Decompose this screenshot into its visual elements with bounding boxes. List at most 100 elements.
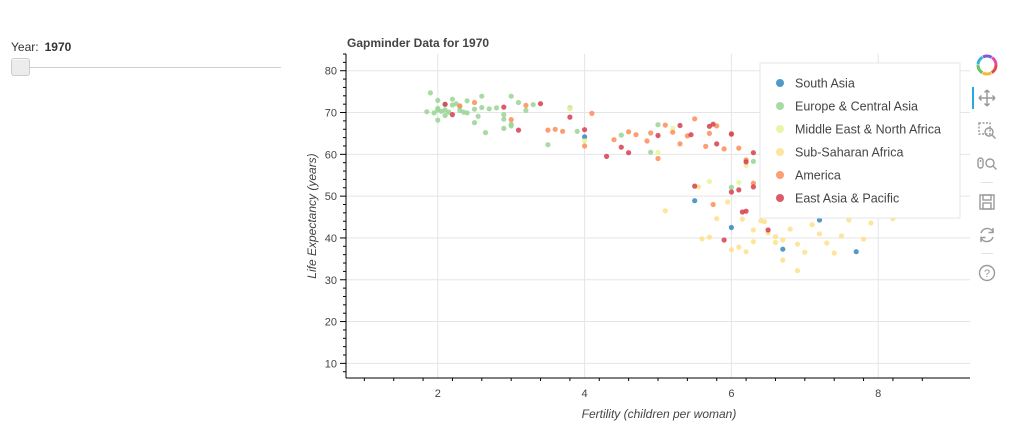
data-point bbox=[424, 109, 430, 115]
data-point bbox=[464, 98, 470, 104]
data-point bbox=[725, 199, 731, 205]
year-slider[interactable] bbox=[11, 56, 281, 78]
data-point bbox=[710, 201, 716, 208]
box-zoom-icon[interactable] bbox=[972, 116, 1002, 146]
data-point bbox=[736, 145, 742, 151]
data-point bbox=[515, 127, 522, 133]
help-icon[interactable]: ? bbox=[972, 258, 1002, 288]
data-point bbox=[780, 246, 786, 252]
data-point bbox=[809, 222, 815, 228]
data-point bbox=[736, 187, 742, 193]
data-point bbox=[853, 249, 859, 255]
data-point bbox=[431, 110, 437, 116]
plot-axes: 2 4 6 8 10 20 30 40 50 60 70 80 bbox=[325, 53, 970, 400]
data-point bbox=[750, 239, 757, 245]
data-point bbox=[530, 102, 536, 108]
data-point bbox=[662, 122, 668, 128]
data-point bbox=[743, 159, 749, 165]
data-point bbox=[475, 113, 481, 119]
data-point bbox=[486, 106, 492, 112]
data-point bbox=[471, 99, 478, 106]
legend-marker bbox=[776, 194, 784, 202]
data-point bbox=[479, 93, 485, 99]
data-point bbox=[802, 249, 808, 255]
data-point bbox=[677, 141, 683, 147]
y-tick-label: 60 bbox=[325, 149, 337, 161]
slider-handle[interactable] bbox=[11, 58, 30, 76]
data-point bbox=[471, 120, 478, 126]
data-point bbox=[626, 129, 632, 135]
data-point bbox=[604, 153, 610, 159]
data-point bbox=[714, 141, 720, 147]
x-tick-label: 8 bbox=[875, 388, 881, 400]
data-point bbox=[648, 149, 654, 155]
data-point bbox=[794, 241, 801, 247]
legend-marker bbox=[776, 125, 784, 133]
data-point bbox=[831, 250, 837, 256]
data-point bbox=[868, 220, 874, 226]
data-point bbox=[501, 112, 507, 118]
data-point bbox=[736, 179, 742, 185]
data-point bbox=[739, 209, 746, 215]
data-point bbox=[560, 128, 566, 134]
data-point bbox=[493, 105, 500, 111]
data-point bbox=[780, 257, 786, 263]
data-point bbox=[545, 142, 551, 148]
data-point bbox=[710, 121, 716, 127]
data-point bbox=[736, 244, 742, 250]
svg-text:?: ? bbox=[984, 268, 990, 280]
data-point bbox=[442, 112, 448, 119]
data-point bbox=[787, 226, 793, 232]
legend-label: America bbox=[795, 169, 841, 183]
data-point bbox=[780, 237, 786, 243]
plot-grid bbox=[346, 54, 970, 378]
data-point bbox=[611, 137, 617, 143]
y-tick-label: 50 bbox=[325, 191, 337, 203]
bokeh-logo-icon[interactable] bbox=[972, 50, 1002, 80]
data-point bbox=[618, 144, 624, 150]
data-point bbox=[750, 184, 757, 190]
save-icon[interactable] bbox=[972, 187, 1002, 217]
slider-label: Year: bbox=[11, 40, 39, 54]
data-point bbox=[816, 217, 823, 223]
y-tick-label: 10 bbox=[325, 358, 337, 370]
data-point bbox=[644, 138, 650, 144]
slider-title: Year: 1970 bbox=[11, 38, 281, 56]
data-point bbox=[816, 231, 823, 237]
data-point bbox=[750, 158, 757, 164]
reset-icon[interactable] bbox=[972, 220, 1002, 250]
data-point bbox=[794, 268, 801, 274]
wheel-zoom-icon[interactable] bbox=[972, 149, 1002, 179]
data-point bbox=[692, 183, 698, 189]
data-point bbox=[567, 114, 573, 120]
data-point bbox=[460, 109, 467, 115]
data-point bbox=[677, 122, 683, 129]
data-point bbox=[655, 155, 661, 162]
toolbar-separator bbox=[981, 182, 993, 183]
data-point bbox=[739, 216, 746, 222]
legend-label: Europe & Central Asia bbox=[795, 100, 918, 114]
data-point bbox=[761, 219, 768, 225]
y-tick-label: 20 bbox=[325, 317, 337, 329]
data-point bbox=[501, 116, 507, 122]
data-point bbox=[537, 101, 544, 107]
legend-marker bbox=[776, 171, 784, 179]
data-point bbox=[838, 233, 845, 239]
data-point bbox=[750, 180, 757, 186]
data-point bbox=[449, 112, 455, 118]
data-point bbox=[743, 163, 749, 169]
slider-rail[interactable] bbox=[11, 67, 281, 68]
data-point bbox=[728, 189, 735, 195]
data-point bbox=[743, 249, 749, 255]
data-point bbox=[574, 128, 580, 134]
data-point bbox=[714, 216, 720, 222]
data-point bbox=[824, 240, 830, 246]
data-point bbox=[706, 178, 713, 185]
data-point bbox=[699, 236, 705, 242]
data-point bbox=[721, 146, 727, 152]
data-point bbox=[846, 217, 852, 223]
data-point bbox=[552, 126, 558, 132]
y-tick-label: 80 bbox=[325, 66, 337, 78]
pan-icon[interactable] bbox=[972, 83, 1002, 113]
data-point bbox=[750, 150, 757, 156]
